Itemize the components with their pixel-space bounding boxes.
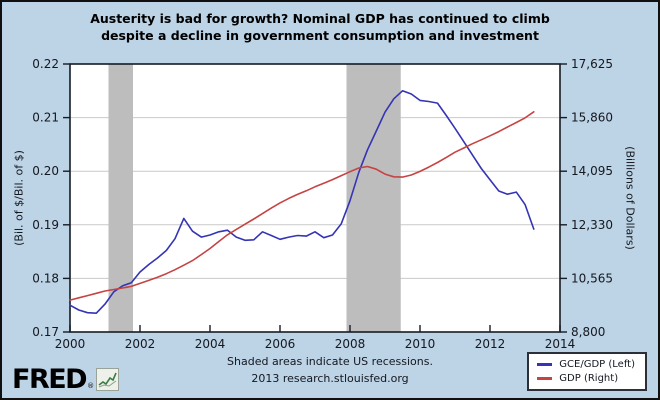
svg-text:2012: 2012 xyxy=(475,337,506,351)
svg-text:0.17: 0.17 xyxy=(32,325,59,339)
svg-text:2010: 2010 xyxy=(405,337,436,351)
svg-text:15,860: 15,860 xyxy=(571,111,613,125)
svg-text:17,625: 17,625 xyxy=(571,57,613,71)
legend: GCE/GDP (Left) GDP (Right) xyxy=(527,352,647,391)
legend-label-gdp: GDP (Right) xyxy=(559,372,619,384)
svg-text:12,330: 12,330 xyxy=(571,218,613,232)
svg-text:2014: 2014 xyxy=(545,337,576,351)
gce-gdp-line-swatch-icon xyxy=(537,362,553,366)
chart-footer: Shaded areas indicate US recessions. 201… xyxy=(82,353,578,387)
svg-text:0.21: 0.21 xyxy=(32,111,59,125)
legend-label-gce-gdp: GCE/GDP (Left) xyxy=(559,358,635,370)
svg-text:2002: 2002 xyxy=(125,337,156,351)
fred-logo-text: FRED xyxy=(12,364,88,395)
svg-text:10,565: 10,565 xyxy=(571,271,613,285)
svg-text:0.22: 0.22 xyxy=(32,57,59,71)
fred-logo: FRED ® xyxy=(12,364,120,395)
chart-title: Austerity is bad for growth? Nominal GDP… xyxy=(22,10,618,44)
svg-text:2004: 2004 xyxy=(195,337,226,351)
chart-title-line2: despite a decline in government consumpt… xyxy=(101,28,539,43)
legend-item-gce-gdp: GCE/GDP (Left) xyxy=(537,357,635,371)
svg-text:2006: 2006 xyxy=(265,337,296,351)
registered-mark: ® xyxy=(87,382,95,390)
source-note: 2013 research.stlouisfed.org xyxy=(251,372,409,385)
svg-text:8,800: 8,800 xyxy=(571,325,605,339)
legend-item-gdp: GDP (Right) xyxy=(537,371,635,385)
svg-text:0.19: 0.19 xyxy=(32,218,59,232)
gdp-line-swatch-icon xyxy=(537,376,553,380)
svg-text:2000: 2000 xyxy=(55,337,86,351)
svg-text:0.20: 0.20 xyxy=(32,164,59,178)
fred-logo-chart-icon xyxy=(96,367,120,391)
chart-title-line1: Austerity is bad for growth? Nominal GDP… xyxy=(90,11,550,26)
svg-text:2008: 2008 xyxy=(335,337,366,351)
svg-text:14,095: 14,095 xyxy=(571,164,613,178)
recession-note: Shaded areas indicate US recessions. xyxy=(227,355,433,368)
svg-text:0.18: 0.18 xyxy=(32,271,59,285)
